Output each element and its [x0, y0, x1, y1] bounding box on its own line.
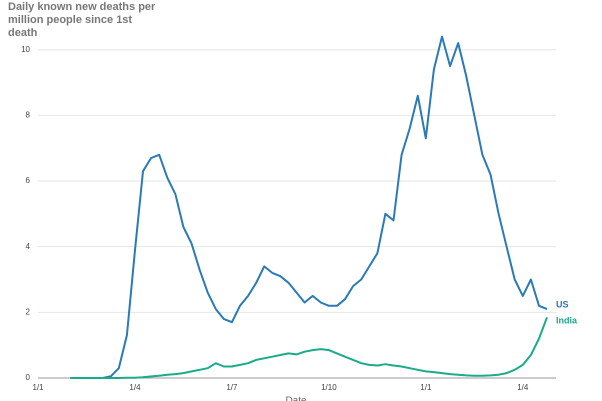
legend-label: US	[556, 299, 569, 309]
chart-title: Daily known new deaths per million peopl…	[8, 1, 156, 39]
x-tick-label: 1/1	[32, 383, 44, 392]
x-tick-label: 1/7	[226, 383, 238, 392]
y-tick-label: 6	[26, 176, 31, 185]
series-line	[70, 35, 548, 379]
x-tick-label: 1/4	[129, 383, 141, 392]
x-tick-label: 1/4	[517, 383, 529, 392]
series-line	[70, 316, 548, 379]
y-tick-label: 4	[26, 242, 31, 251]
y-tick-label: 10	[21, 45, 30, 54]
x-tick-label: 1/1	[420, 383, 432, 392]
x-tick-label: 1/10	[321, 383, 337, 392]
legend-label: India	[556, 316, 578, 326]
y-tick-label: 0	[26, 373, 31, 382]
y-tick-label: 8	[26, 110, 31, 119]
x-axis-label: Date	[285, 396, 307, 401]
y-tick-label: 2	[26, 307, 31, 316]
